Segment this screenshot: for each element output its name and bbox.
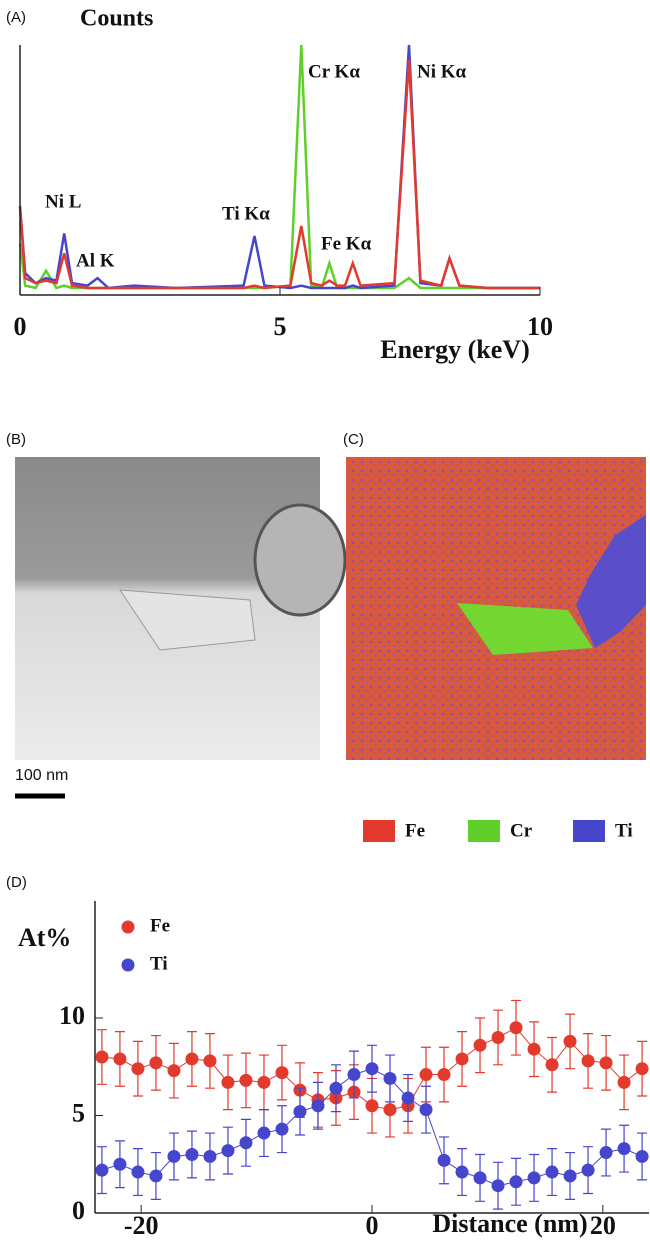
x-axis-title: Energy (keV) [380,335,529,364]
x-tick-label: -20 [124,1211,159,1240]
data-point [509,1021,523,1035]
data-point [473,1171,487,1185]
legend-swatch [468,820,500,842]
data-point [167,1149,181,1163]
data-point [113,1052,127,1066]
legend-swatch [363,820,395,842]
data-point [113,1157,127,1171]
x-axis-title: Distance (nm) [432,1209,587,1238]
scale-bar-label: 100 nm [15,767,68,784]
data-point [383,1071,397,1085]
data-point [149,1169,163,1183]
annotation: Al K [76,250,115,271]
data-point [437,1153,451,1167]
spectrum-line [18,44,540,290]
x-tick-label: 10 [527,312,553,341]
data-point [473,1038,487,1052]
data-point [491,1031,505,1044]
spectrum-line [18,59,540,290]
data-point [617,1075,631,1089]
data-point [635,1149,649,1163]
data-point [545,1165,559,1179]
data-point [599,1146,613,1160]
x-tick-label: 0 [366,1211,379,1240]
x-tick-label: 20 [590,1211,616,1240]
annotation: Ti Kα [222,203,270,224]
panel-label: (A) [6,9,26,26]
y-tick-label: 5 [72,1098,85,1127]
data-point [131,1165,145,1179]
data-point [527,1171,541,1185]
annotation: Ni Kα [417,61,467,82]
annotation: Ni L [45,191,81,212]
panel-label: (D) [6,874,27,891]
data-point [617,1142,631,1156]
data-point [95,1163,109,1177]
data-point [365,1099,379,1113]
data-point [365,1062,379,1076]
data-point [95,1050,109,1064]
data-point [509,1175,523,1189]
annotation: Fe Kα [321,233,372,254]
y-tick-label: 10 [59,1001,85,1030]
data-point [527,1042,541,1056]
data-point [239,1136,253,1150]
data-point [563,1034,577,1048]
data-point [311,1099,325,1113]
data-point [347,1068,361,1082]
data-point [455,1165,469,1179]
annotation: Cr Kα [308,61,360,82]
data-point [581,1163,595,1177]
precipitate [119,589,256,651]
y-axis-title: At% [18,923,71,952]
data-point [635,1062,649,1076]
data-point [401,1091,415,1105]
cr-region [457,603,593,655]
data-point [149,1056,163,1070]
data-point [167,1064,181,1078]
data-point [221,1144,235,1158]
panel-label: (C) [343,431,364,448]
data-point [545,1058,559,1072]
data-point [437,1068,451,1082]
data-point [257,1075,271,1089]
legend-marker [121,958,135,972]
x-tick-label: 0 [14,312,27,341]
data-point [275,1122,289,1136]
legend-label: Fe [405,820,425,841]
data-point [491,1179,505,1193]
legend-label: Cr [510,820,533,841]
panel-label: (B) [6,431,26,448]
particle [253,503,347,617]
data-point [131,1062,145,1076]
data-point [563,1169,577,1183]
x-tick-label: 5 [274,312,287,341]
data-point [185,1052,199,1066]
legend-label: Fe [150,915,170,936]
data-point [203,1054,217,1068]
data-point [419,1103,433,1117]
data-point [419,1068,433,1082]
data-point [185,1148,199,1161]
data-point [275,1066,289,1080]
data-point [599,1056,613,1070]
data-point [383,1103,397,1117]
data-point [329,1081,343,1095]
data-point [203,1149,217,1163]
ti-region [576,515,646,648]
data-point [239,1073,253,1087]
data-point [221,1075,235,1089]
y-tick-label: 0 [72,1196,85,1225]
legend-label: Ti [615,820,633,841]
legend-swatch [573,820,605,842]
data-point [581,1054,595,1068]
data-point [293,1105,307,1119]
data-point [455,1052,469,1066]
data-point [257,1126,271,1140]
y-axis-title: Counts [80,6,153,32]
legend-marker [121,920,135,934]
legend-label: Ti [150,953,168,974]
